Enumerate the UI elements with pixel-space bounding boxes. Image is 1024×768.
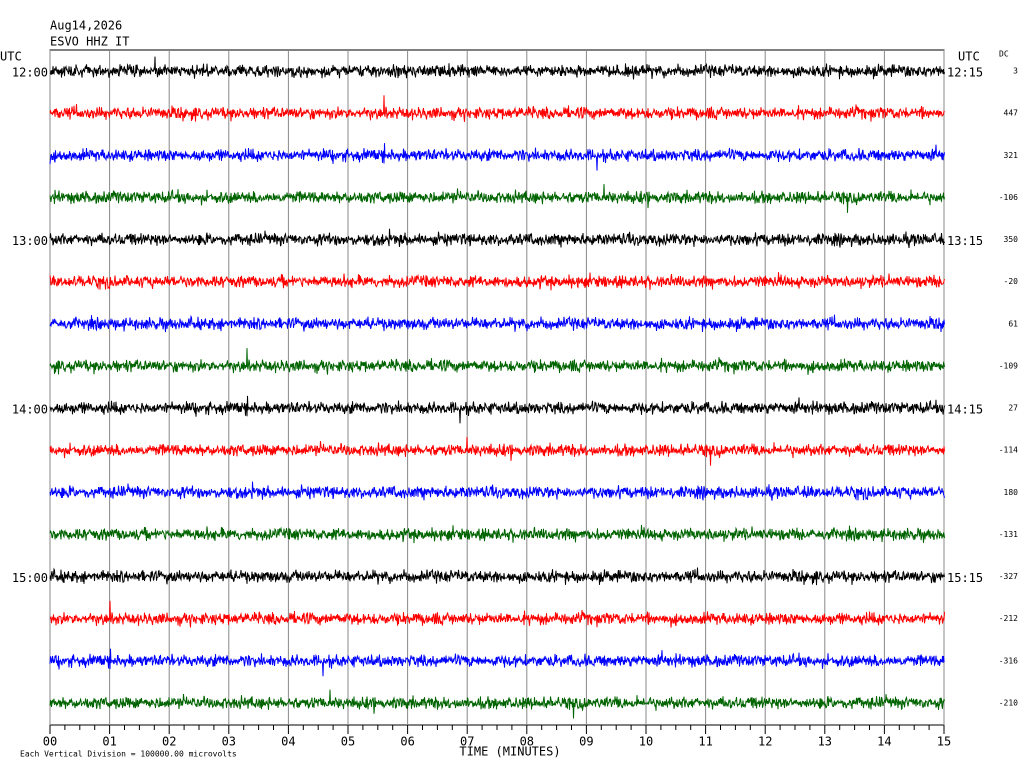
dc-value: 180 bbox=[1004, 488, 1019, 497]
trace bbox=[49, 228, 945, 248]
trace bbox=[49, 481, 945, 501]
dc-value: -131 bbox=[999, 530, 1018, 539]
x-tick-label: 00 bbox=[43, 735, 57, 749]
dc-value: -316 bbox=[999, 656, 1018, 665]
trace bbox=[49, 348, 945, 375]
right-time-label: 13:15 bbox=[947, 234, 983, 248]
x-tick-label: 06 bbox=[400, 735, 414, 749]
trace bbox=[49, 95, 945, 122]
dc-value: -210 bbox=[999, 699, 1018, 708]
x-tick-label: 01 bbox=[102, 735, 116, 749]
trace bbox=[49, 648, 945, 677]
dc-value: 350 bbox=[1004, 235, 1019, 244]
x-tick-label: 13 bbox=[818, 735, 832, 749]
trace bbox=[49, 436, 945, 466]
footnote: Each Vertical Division = 100000.00 micro… bbox=[20, 750, 237, 759]
right-time-label: 12:15 bbox=[947, 66, 983, 80]
left-time-label: 13:00 bbox=[12, 234, 48, 248]
left-axis-label: UTC bbox=[0, 50, 22, 64]
left-time-label: 14:00 bbox=[12, 403, 48, 417]
trace bbox=[49, 395, 945, 424]
x-tick-label: 04 bbox=[281, 735, 295, 749]
right-time-label: 14:15 bbox=[947, 403, 983, 417]
trace bbox=[49, 524, 945, 544]
date: Aug14,2026 bbox=[50, 19, 122, 33]
trace bbox=[49, 689, 945, 719]
trace bbox=[49, 600, 945, 628]
x-tick-label: 05 bbox=[341, 735, 355, 749]
dc-value: 61 bbox=[1008, 319, 1018, 328]
x-tick-label: 09 bbox=[579, 735, 593, 749]
left-time-label: 15:00 bbox=[12, 571, 48, 585]
x-tick-label: 03 bbox=[222, 735, 236, 749]
trace bbox=[49, 56, 945, 80]
dc-value: -20 bbox=[1004, 277, 1019, 286]
dc-value: -106 bbox=[999, 193, 1018, 202]
dc-value: 447 bbox=[1004, 109, 1019, 118]
trace bbox=[49, 143, 945, 171]
station: ESVO HHZ IT bbox=[50, 35, 129, 49]
dc-value: -114 bbox=[999, 446, 1018, 455]
right-time-label: 15:15 bbox=[947, 571, 983, 585]
x-tick-label: 15 bbox=[937, 735, 951, 749]
x-tick-label: 02 bbox=[162, 735, 176, 749]
x-tick-label: 11 bbox=[698, 735, 712, 749]
dc-value: 321 bbox=[1004, 151, 1019, 160]
x-axis-label: TIME (MINUTES) bbox=[459, 745, 560, 759]
trace bbox=[49, 567, 945, 586]
dc-value: 27 bbox=[1008, 404, 1018, 413]
dc-label: DC bbox=[999, 50, 1009, 59]
dc-value: -327 bbox=[999, 572, 1018, 581]
x-tick-label: 14 bbox=[877, 735, 891, 749]
x-tick-label: 10 bbox=[639, 735, 653, 749]
trace bbox=[49, 314, 945, 333]
right-axis-label: UTC bbox=[958, 50, 980, 64]
dc-value: -109 bbox=[999, 361, 1018, 370]
x-tick-label: 08 bbox=[520, 735, 534, 749]
left-time-label: 12:00 bbox=[12, 66, 48, 80]
dc-value: -212 bbox=[999, 614, 1018, 623]
x-tick-label: 12 bbox=[758, 735, 772, 749]
trace bbox=[49, 184, 945, 213]
trace bbox=[49, 272, 945, 291]
x-tick-label: 07 bbox=[460, 735, 474, 749]
dc-value: 3 bbox=[1013, 67, 1018, 76]
